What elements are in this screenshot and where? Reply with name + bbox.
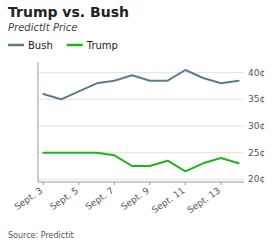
x-tick-label: Sept. 13 (185, 185, 222, 215)
x-tick (149, 182, 150, 185)
x-tick-label: Sept. 3 (13, 185, 45, 212)
subtitle: PredictIt Price (8, 22, 77, 33)
y-tick-label: 25¢ (248, 148, 265, 158)
y-axis-line (38, 62, 39, 182)
grid-line (38, 72, 244, 73)
annotation: Source: Predictit (8, 231, 74, 240)
grid-line (38, 126, 244, 127)
x-tick-label: Sept. 9 (119, 185, 151, 212)
y-tick-label: 35¢ (248, 94, 265, 104)
legend-label: Trump (86, 40, 118, 51)
chart: Trump vs. Bush PredictIt Price 20¢ 25¢ 30¢ 35… (0, 0, 275, 242)
x-tick (114, 182, 115, 185)
legend-label: Bush (28, 40, 53, 51)
legend-swatch (8, 44, 24, 47)
legend: Bush Trump (8, 40, 118, 51)
y-tick-label: 30¢ (248, 121, 265, 131)
grid-line (38, 179, 244, 180)
y-tick-label: 20¢ (248, 174, 265, 184)
x-tick (43, 182, 44, 185)
grid-line (38, 99, 244, 100)
x-axis-line (38, 182, 244, 183)
legend-swatch (67, 44, 83, 47)
grid (38, 73, 244, 180)
x-tick-label: Sept. 7 (84, 185, 116, 212)
series-line (43, 70, 238, 99)
title: Trump vs. Bush (8, 4, 129, 20)
x-tick (220, 182, 221, 185)
x-tick (78, 182, 79, 185)
x-tick (185, 182, 186, 185)
x-tick-label: Sept. 5 (48, 185, 80, 212)
y-tick-label: 40¢ (248, 68, 265, 78)
series-line (43, 153, 238, 172)
x-tick-label: Sept. 11 (150, 185, 187, 215)
lines (43, 70, 238, 171)
